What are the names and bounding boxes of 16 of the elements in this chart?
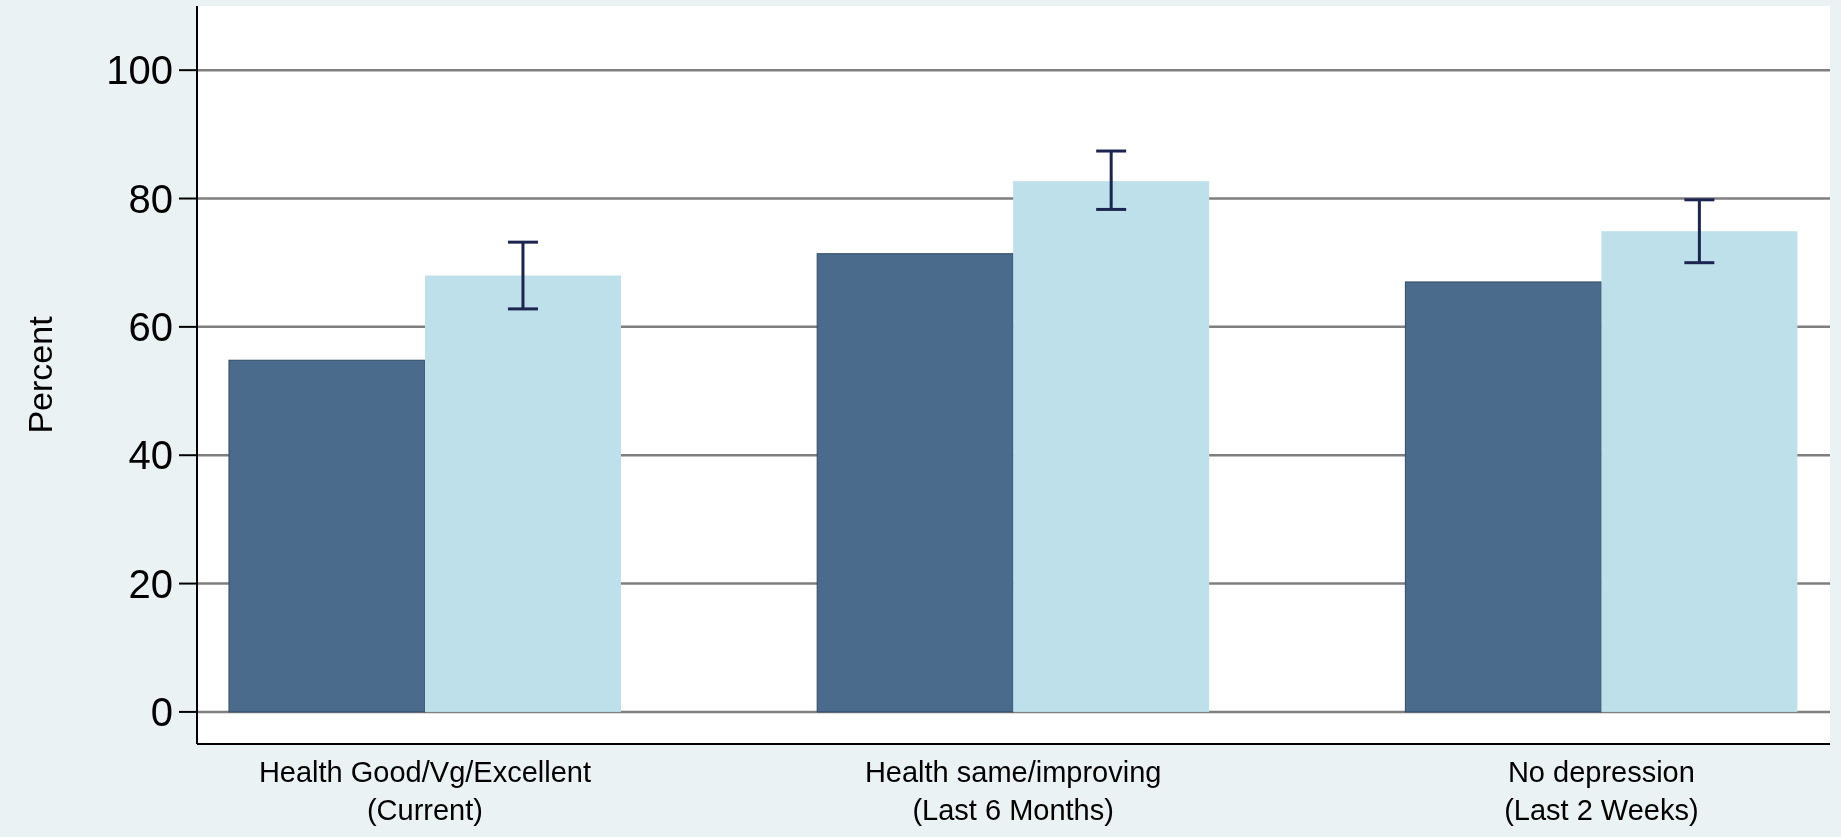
y-tick-label: 60: [128, 304, 173, 349]
y-axis-title: Percent: [21, 315, 59, 434]
x-tick-label: Health same/improving (Last 6 Months): [864, 756, 1162, 826]
y-tick-label: 100: [106, 48, 173, 93]
y-tick-label: 80: [128, 176, 173, 221]
bar: [1013, 181, 1210, 712]
bar: [424, 275, 621, 712]
bar: [816, 253, 1014, 713]
y-tick-label: 40: [128, 433, 173, 478]
x-tick-label: Health Good/Vg/Excellent (Current): [258, 756, 592, 826]
x-tick-label: No depression (Last 2 Weeks): [1504, 756, 1699, 826]
bar: [1404, 281, 1602, 713]
bar: [1601, 231, 1798, 712]
bar: [228, 359, 426, 713]
y-tick-label: 0: [150, 689, 173, 734]
y-tick-label: 20: [128, 561, 173, 606]
